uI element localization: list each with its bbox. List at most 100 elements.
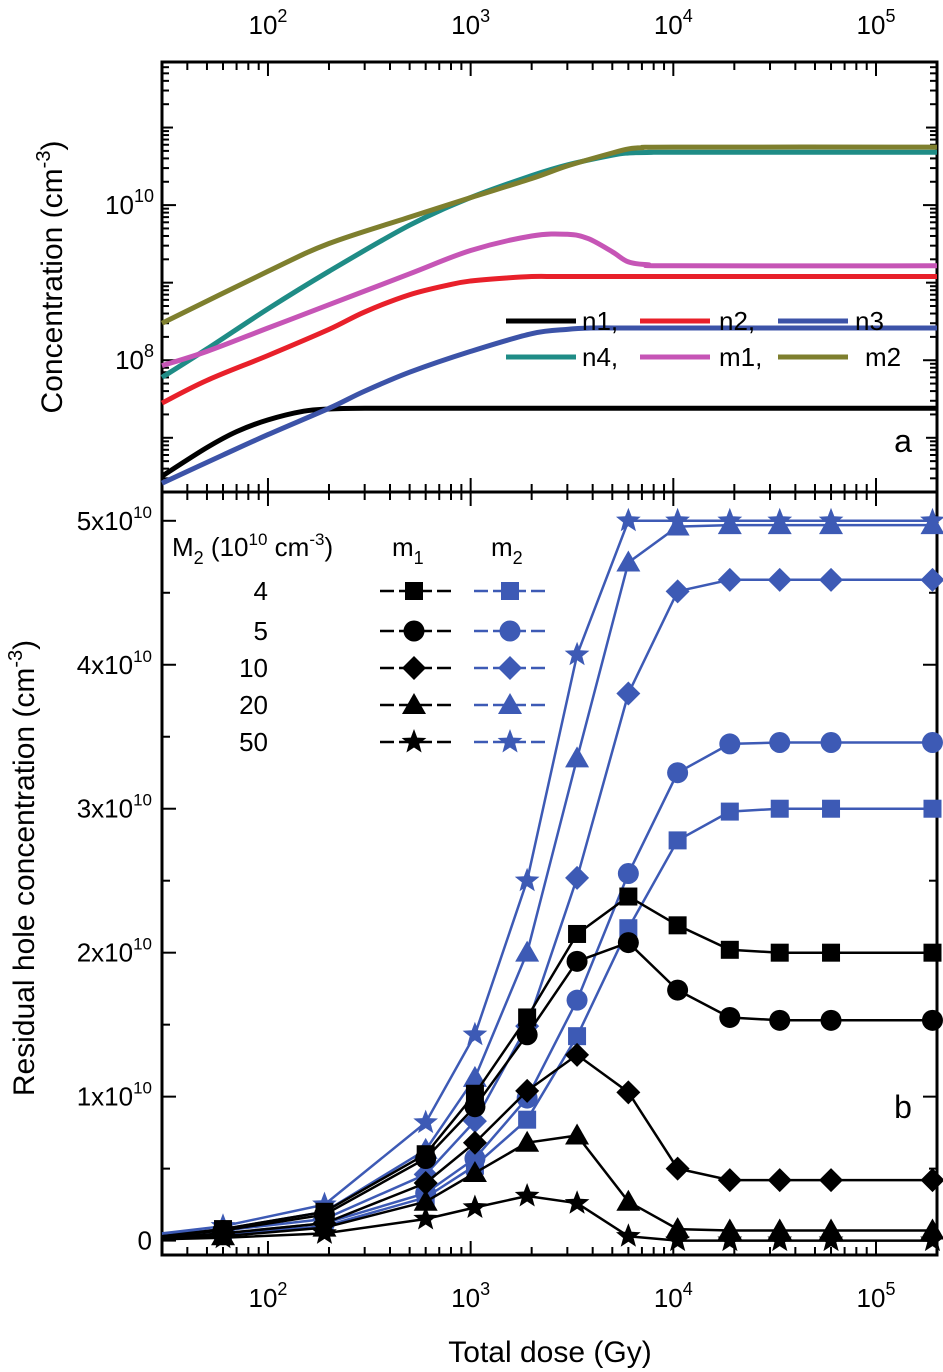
data-point-m2-50 xyxy=(616,507,641,532)
series-line-m1-5 xyxy=(161,941,933,1238)
data-point-m2-50 xyxy=(564,641,590,666)
data-point-m1-50 xyxy=(665,1227,690,1252)
data-point-m1-20 xyxy=(515,1130,540,1152)
data-point-m2-4 xyxy=(770,799,789,818)
legend-a-m2: m2 xyxy=(865,342,901,372)
data-point-m1-10 xyxy=(515,1078,540,1103)
data-point-m2-10 xyxy=(920,567,943,592)
data-point-m2-5 xyxy=(769,731,791,753)
legend-b-m1-marker xyxy=(403,620,425,642)
tick-labels: 102102103103104104105105108101001x10102x… xyxy=(77,6,896,1313)
series-line-m2-20 xyxy=(161,523,933,1237)
data-point-m2-50 xyxy=(665,507,690,532)
data-point-m1-5 xyxy=(667,979,689,1001)
legend-b-m1-marker xyxy=(401,729,427,753)
legend-b-m2-marker xyxy=(498,693,522,714)
curve-n1 xyxy=(160,405,937,479)
panel-a-label: a xyxy=(894,423,912,459)
data-point-m1-50 xyxy=(462,1194,488,1218)
x-tick-label-top: 102 xyxy=(249,6,288,40)
legend-b-m2-marker xyxy=(501,582,519,600)
data-point-m1-50 xyxy=(413,1206,438,1230)
data-point-m1-50 xyxy=(818,1227,844,1252)
y-tick-label-a: 108 xyxy=(115,341,154,375)
data-point-m1-5 xyxy=(516,1024,538,1046)
data-point-m1-4 xyxy=(668,916,687,935)
legend-b-col1-header: m1 xyxy=(392,532,424,568)
data-point-m2-5 xyxy=(464,1148,486,1170)
data-point-m1-4 xyxy=(822,943,841,962)
legend-b-value-5: 5 xyxy=(254,616,268,646)
legend-b-value-4: 4 xyxy=(254,576,268,606)
data-point-m1-5 xyxy=(617,932,639,954)
panel-a-plot xyxy=(160,144,938,486)
data-point-m1-10 xyxy=(413,1171,438,1196)
legend-a-n1: n1, xyxy=(582,306,618,336)
data-point-m1-4 xyxy=(770,943,789,962)
data-point-m1-50 xyxy=(767,1227,793,1252)
legend-b: M2 (1010 cm-3) m1 m2 4 5 10 20 50 xyxy=(172,530,523,757)
data-point-m2-10 xyxy=(819,567,844,592)
data-point-m1-10 xyxy=(767,1168,792,1193)
legend-b-value-50: 50 xyxy=(239,727,268,757)
data-point-m1-4 xyxy=(568,924,587,943)
data-point-m2-10 xyxy=(616,681,641,706)
x-tick-label-bottom: 103 xyxy=(451,1279,490,1313)
data-point-m2-10 xyxy=(767,567,792,592)
data-point-m1-50 xyxy=(210,1224,236,1249)
data-point-m1-50 xyxy=(920,1227,943,1252)
x-tick-label-top: 104 xyxy=(654,6,693,40)
y-axis-label-b: Residual hole concentration (cm-3) xyxy=(5,640,41,1096)
data-point-m2-4 xyxy=(923,799,942,818)
legend-a-n4: n4, xyxy=(582,342,618,372)
y-tick-label-b: 5x1010 xyxy=(77,503,152,536)
data-point-m2-4 xyxy=(518,1110,537,1129)
legend-a-n3: n3 xyxy=(855,306,884,336)
data-point-m2-4 xyxy=(568,1027,587,1046)
data-point-m1-50 xyxy=(312,1220,337,1244)
data-point-m1-10 xyxy=(616,1080,641,1105)
data-point-m1-20 xyxy=(920,1218,943,1240)
data-point-m2-5 xyxy=(667,762,689,784)
data-point-m2-20 xyxy=(462,1065,487,1087)
legend-b-m1-marker xyxy=(402,656,426,680)
data-point-m2-50 xyxy=(767,507,793,532)
data-point-m1-4 xyxy=(923,943,942,962)
data-point-m2-50 xyxy=(514,867,540,892)
data-point-m2-4 xyxy=(668,831,687,850)
y-tick-label-a: 1010 xyxy=(105,186,154,220)
data-point-m1-20 xyxy=(665,1217,690,1239)
data-point-m2-20 xyxy=(565,746,590,768)
legend-b-m2-marker xyxy=(497,729,523,753)
legend-b-m2-marker xyxy=(498,656,522,680)
data-point-m1-4 xyxy=(720,940,739,959)
data-point-m1-10 xyxy=(819,1168,844,1193)
data-point-m1-20 xyxy=(413,1189,438,1211)
data-point-m2-4 xyxy=(619,919,638,938)
panel-b-label: b xyxy=(894,1089,912,1125)
data-point-m2-50 xyxy=(818,507,844,532)
y-tick-label-b: 4x1010 xyxy=(77,647,152,680)
data-point-m1-5 xyxy=(769,1009,791,1031)
curve-n4 xyxy=(160,149,937,380)
x-axis-label: Total dose (Gy) xyxy=(448,1336,651,1369)
legend-b-m1-marker xyxy=(405,582,423,600)
panel-b-plot xyxy=(161,507,943,1252)
data-point-m1-5 xyxy=(921,1009,943,1031)
legend-b-m2-marker xyxy=(499,620,521,642)
curve-n2 xyxy=(160,273,937,406)
data-point-m1-4 xyxy=(518,1008,537,1027)
y-tick-label-b: 2x1010 xyxy=(77,935,152,968)
data-point-m2-10 xyxy=(717,567,742,592)
legend-a-n2: n2, xyxy=(719,306,755,336)
data-point-m1-4 xyxy=(619,887,638,906)
data-point-m1-10 xyxy=(462,1130,487,1155)
data-point-m2-5 xyxy=(617,863,639,884)
series-line-m1-50 xyxy=(161,1194,933,1242)
data-point-m1-50 xyxy=(616,1223,641,1247)
legend-b-header: M2 (1010 cm-3) xyxy=(172,530,333,568)
data-point-m1-5 xyxy=(464,1096,486,1118)
legend-a: n1, n2, n3 n4, m1, m2 xyxy=(582,306,901,372)
curve-m2 xyxy=(160,144,938,326)
x-tick-label-top: 103 xyxy=(451,6,490,40)
